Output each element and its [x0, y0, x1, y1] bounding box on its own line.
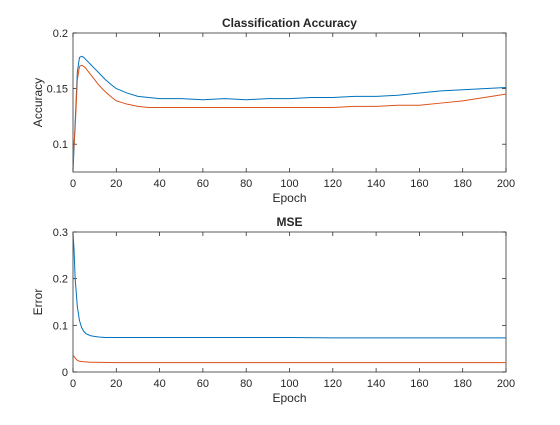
accuracy-xtick-label: 200 [497, 178, 515, 190]
accuracy-xtick-label: 180 [454, 178, 472, 190]
mse-ytick-label: 0.2 [53, 274, 68, 286]
accuracy-xtick-label: 80 [240, 178, 252, 190]
mse-series-2-line [73, 354, 506, 364]
accuracy-xtick-label: 20 [110, 178, 122, 190]
mse-plot-area [72, 231, 507, 373]
mse-xtick-label: 40 [153, 378, 165, 390]
mse-xtick-label: 20 [110, 378, 122, 390]
mse-xtick-label: 80 [240, 378, 252, 390]
accuracy-xtick-label: 120 [324, 178, 342, 190]
mse-xtick-label: 100 [280, 378, 298, 390]
mse-ytick-label: 0.1 [53, 320, 68, 332]
mse-series-1-line [73, 232, 506, 339]
accuracy-plot-area [72, 32, 507, 173]
mse-xtick-label: 140 [367, 378, 385, 390]
accuracy-xtick-label: 40 [153, 178, 165, 190]
accuracy-xtick-label: 100 [280, 178, 298, 190]
accuracy-xtick-label: 0 [70, 178, 76, 190]
mse-xtick-label: 0 [70, 378, 76, 390]
accuracy-chart-title: Classification Accuracy [222, 16, 357, 30]
mse-ytick-label: 0.3 [53, 227, 68, 239]
accuracy-xtick-label: 160 [410, 178, 428, 190]
mse-xtick-label: 180 [454, 378, 472, 390]
accuracy-xtick-label: 140 [367, 178, 385, 190]
mse-x-axis-label: Epoch [272, 391, 306, 405]
mse-xtick-label: 160 [410, 378, 428, 390]
accuracy-xtick-label: 60 [197, 178, 209, 190]
mse-y-axis-label: Error [31, 289, 45, 316]
mse-xtick-label: 120 [324, 378, 342, 390]
accuracy-series-2-line [73, 64, 506, 161]
mse-chart-title: MSE [276, 215, 302, 229]
mse-xtick-label: 200 [497, 378, 515, 390]
accuracy-y-axis-label: Accuracy [31, 78, 45, 127]
accuracy-series-1-line [73, 55, 506, 172]
accuracy-x-axis-label: Epoch [272, 191, 306, 205]
accuracy-ytick-label: 0.15 [47, 84, 68, 96]
accuracy-ytick-label: 0.1 [53, 139, 68, 151]
mse-ytick-label: 0 [62, 367, 68, 379]
mse-xtick-label: 60 [197, 378, 209, 390]
accuracy-ytick-label: 0.2 [53, 28, 68, 40]
